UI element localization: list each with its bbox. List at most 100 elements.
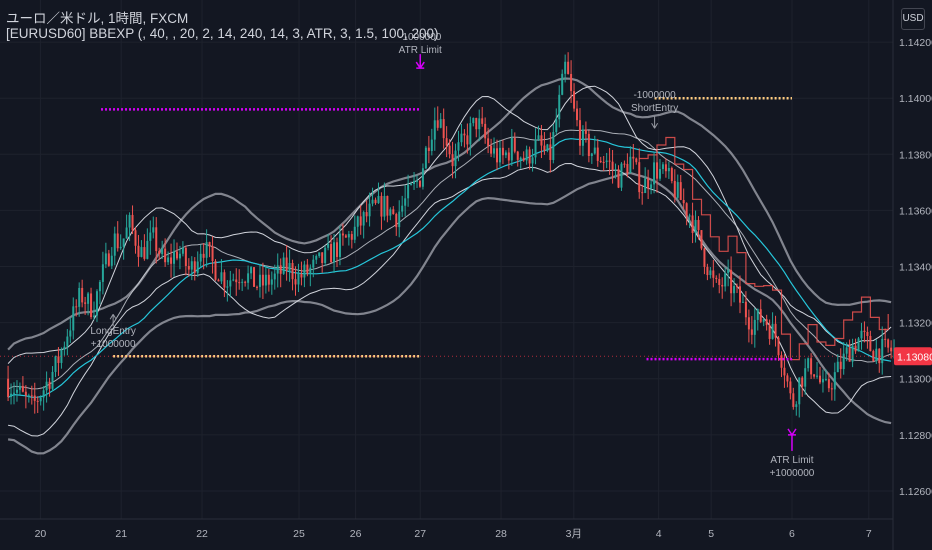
candle-body	[401, 205, 404, 212]
candle-body	[756, 309, 759, 320]
candle-body	[747, 317, 750, 330]
candle-body	[134, 230, 137, 246]
candle-body	[173, 251, 176, 264]
candle-body	[101, 264, 104, 282]
candle-body	[75, 306, 78, 308]
candle-body	[736, 286, 739, 288]
candle-body	[424, 147, 427, 169]
candle-body	[81, 287, 84, 303]
candle-body	[857, 338, 860, 352]
candle-body	[321, 252, 324, 264]
candle-body	[285, 257, 288, 271]
candle-body	[143, 247, 146, 259]
candle-body	[309, 267, 312, 274]
candle-body	[276, 265, 279, 274]
candle-body	[30, 395, 33, 397]
candle-body	[279, 265, 282, 274]
candle-body	[576, 108, 579, 121]
candle-body	[810, 358, 813, 375]
candle-body	[617, 169, 620, 188]
time-axis[interactable]: 20 21 22 25 26 27 28 3月 4 5 6 7	[35, 528, 872, 540]
candle-body	[733, 286, 736, 294]
candle-body	[54, 356, 57, 372]
candle-body	[270, 279, 273, 285]
candle-body	[759, 309, 762, 322]
trade-arrow-atr-limit-bottom	[787, 428, 797, 451]
candle-body	[581, 129, 584, 146]
candle-body	[771, 323, 774, 339]
trade-annotations: LongEntry +1000000 -1000000 ATR Limit -10000…	[90, 32, 814, 479]
candle-body	[93, 315, 96, 318]
candle-body	[712, 270, 715, 278]
candle-body	[297, 273, 300, 285]
candle-body	[404, 198, 407, 206]
candle-body	[644, 178, 647, 193]
candle-body	[851, 345, 854, 362]
candle-body	[543, 145, 546, 151]
candle-body	[830, 388, 833, 390]
candle-body	[335, 242, 338, 257]
candle-body	[288, 262, 291, 271]
candle-body	[294, 279, 297, 285]
x-tick-label: 27	[414, 528, 426, 540]
candle-body	[650, 184, 653, 189]
chart-title: ユーロ／米ドル, 1時間, FXCM	[6, 11, 189, 26]
candle-body	[783, 367, 786, 376]
candle-body	[418, 180, 421, 187]
candle-body	[125, 227, 128, 239]
candle-body	[232, 279, 235, 281]
candle-body	[273, 273, 276, 280]
candle-body	[537, 135, 540, 140]
x-tick-label: 5	[708, 528, 714, 540]
candle-body	[801, 377, 804, 387]
candle-body	[78, 287, 81, 307]
candle-body	[694, 219, 697, 233]
candle-body	[540, 135, 543, 146]
candle-body	[161, 248, 164, 255]
candle-body	[51, 371, 54, 389]
candle-body	[777, 337, 780, 356]
candle-body	[578, 120, 581, 146]
candle-body	[333, 242, 336, 263]
candle-body	[146, 240, 149, 259]
candle-body	[175, 251, 178, 259]
candle-body	[848, 347, 851, 362]
candle-body	[872, 351, 875, 362]
candle-body	[818, 375, 821, 383]
x-tick-label: 25	[293, 528, 305, 540]
candle-body	[407, 184, 410, 199]
candle-body	[21, 385, 24, 392]
price-axis[interactable]: 1.14200 1.14000 1.13800 1.13600 1.13400 1.132…	[899, 37, 932, 498]
candle-body	[724, 273, 727, 287]
candle-body	[890, 347, 893, 352]
candle-body	[226, 286, 229, 288]
bollinger-bands	[7, 77, 892, 455]
candle-body	[24, 391, 27, 396]
candle-body	[164, 248, 167, 263]
candle-body	[620, 163, 623, 188]
trade-arrow-long-entry	[109, 313, 117, 327]
candle-body	[653, 162, 656, 185]
candle-body	[664, 164, 667, 172]
candle-body	[854, 345, 857, 352]
candle-body	[451, 154, 454, 167]
candle-body	[48, 381, 51, 389]
candle-body	[703, 248, 706, 267]
candle-body	[614, 169, 617, 171]
indicator-label[interactable]: [EURUSD60] BBEXP (, 40, , 20, 2, 14, 240…	[6, 26, 439, 41]
candle-body	[205, 242, 208, 258]
candle-body	[881, 338, 884, 364]
y-tick-label: 1.14000	[899, 93, 932, 105]
annotation-atr-limit-top-line: -1000000	[399, 32, 442, 43]
candle-body	[469, 123, 472, 145]
candle-body	[738, 286, 741, 303]
candle-body	[463, 133, 466, 136]
currency-button[interactable]: USD	[901, 8, 925, 30]
candle-body	[516, 151, 519, 160]
candle-body	[658, 169, 661, 179]
candle-body	[27, 395, 30, 397]
x-tick-label: 4	[656, 528, 662, 540]
candle-body	[887, 339, 890, 348]
annotation-short-entry-line: ShortEntry	[631, 103, 678, 114]
